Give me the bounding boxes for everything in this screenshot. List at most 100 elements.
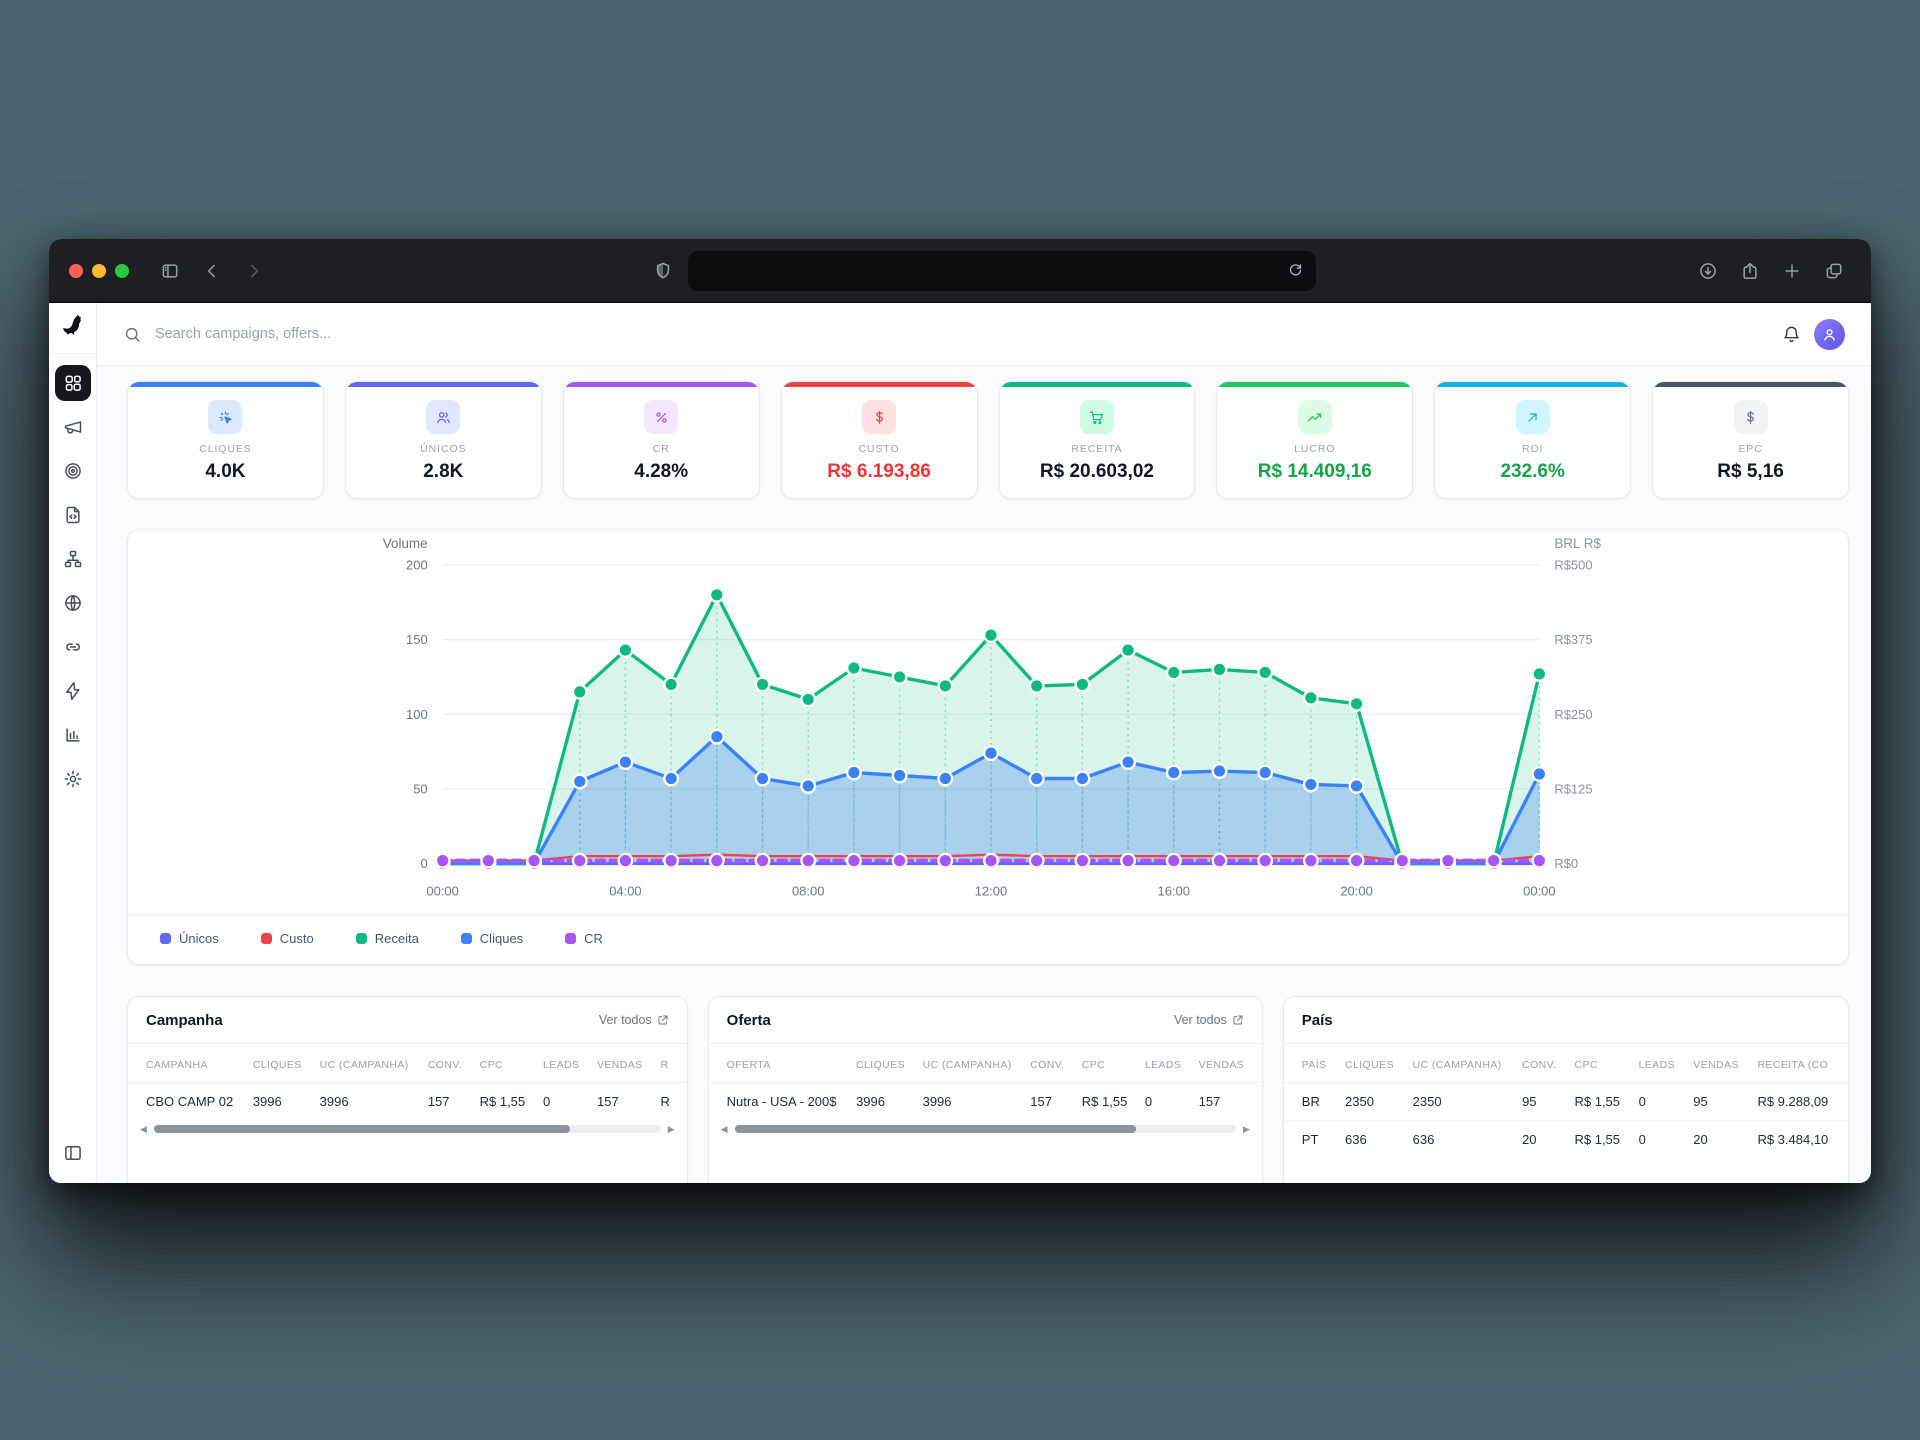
legend-item-cliques[interactable]: Cliques [460,931,523,946]
sidebar-item-target-icon[interactable] [55,453,91,489]
shield-icon[interactable] [646,254,680,288]
scroll-right-icon[interactable]: ▶ [1242,1123,1250,1134]
table-row[interactable]: Nutra - USA - 200$ 3996 3996 157 R$ 1,55 0 157 [708,1081,1262,1120]
column-header: R [660,1058,669,1071]
svg-text:50: 50 [413,781,427,796]
scrollbar-thumb[interactable] [153,1125,570,1134]
column-header: CLIQUES [1345,1058,1394,1071]
sidebar-item-link-icon[interactable] [55,629,91,665]
table-card-campanha: Campanha Ver todos CAMPANHA CLIQUES UC (CAMP… [127,995,688,1183]
table-row[interactable]: CBO CAMP 02 3996 3996 157 R$ 1,55 0 157 R [128,1081,687,1120]
table-scroll-area: CAMPANHA CLIQUES UC (CAMPANHA) CONV. CPC LEAD… [128,1044,687,1120]
share-icon[interactable] [1733,254,1767,288]
kpi-value: 4.28% [634,461,689,482]
column-header: CONV. [427,1058,463,1071]
kpi-accent-bar [345,382,541,387]
minimize-window-button[interactable] [92,263,106,278]
table-cell: 636 [1345,1119,1413,1158]
ver-todos-link[interactable]: Ver todos [599,1013,669,1027]
table-cell: BR [1283,1081,1345,1121]
column-header: CPC [1081,1058,1106,1071]
table-scroll-area: OFERTA CLIQUES UC (CAMPANHA) CONV. CPC LEADS V… [708,1044,1262,1120]
arrow-up-right-icon [1515,400,1550,434]
scrollbar-track[interactable] [153,1125,661,1134]
kpi-card-lucro: LUCRO R$ 14.409,16 [1216,381,1414,499]
traffic-chart: 0 R$0 50 R$125 100 R$250 150 R$375 200 R$500 Volum… [383,536,1602,899]
search-input[interactable] [155,326,1769,342]
table-cell: 2350 [1412,1081,1523,1121]
scroll-left-icon[interactable]: ◀ [140,1123,147,1134]
kpi-label: CLIQUES [199,443,252,455]
legend-swatch [160,932,171,944]
legend-swatch [565,932,577,944]
table-cell: R$ 1,55 [479,1081,543,1120]
kpi-value: R$ 5,16 [1717,461,1784,482]
table-row[interactable]: BR 2350 2350 95 R$ 1,55 0 95 R$ 9.288,09 [1283,1081,1848,1121]
svg-text:150: 150 [406,632,428,647]
column-header: VENDAS [1198,1058,1245,1071]
table-cell: 157 [427,1081,480,1120]
sidebar-item-sitemap-icon[interactable] [55,541,91,577]
chart-legend: Únicos Custo Receita Cliques CR [128,913,1848,964]
scroll-left-icon[interactable]: ◀ [720,1123,728,1134]
sidebar-item-megaphone-icon[interactable] [55,409,91,445]
forward-icon[interactable] [237,254,271,288]
sidebar [49,303,97,1183]
sidebar-toggle-icon[interactable] [153,254,187,288]
svg-text:20:00: 20:00 [1340,884,1372,899]
column-header: CONV. [1522,1058,1557,1071]
legend-swatch [355,932,367,944]
collapse-sidebar-icon[interactable] [55,1135,91,1171]
column-header: UC (CAMPANHA) [319,1058,409,1071]
table-row[interactable]: PT 636 636 20 R$ 1,55 0 20 R$ 3.484,10 [1283,1119,1848,1158]
table-cell: 157 [1198,1081,1262,1120]
tabs-overview-icon[interactable] [1817,254,1851,288]
sidebar-item-file-code-icon[interactable] [55,497,91,533]
table-cell: PT [1283,1119,1345,1158]
sidebar-item-bar-chart-icon[interactable] [55,717,91,753]
sidebar-item-zap-icon[interactable] [55,673,91,709]
avatar[interactable] [1814,318,1845,350]
column-header: CPC [1574,1058,1598,1071]
kpi-value: R$ 6.193,86 [827,461,931,482]
svg-text:08:00: 08:00 [792,884,824,899]
sidebar-item-gear-icon[interactable] [55,761,91,797]
reload-icon[interactable] [1287,262,1304,279]
address-bar[interactable] [688,250,1316,291]
svg-text:R$250: R$250 [1554,707,1592,722]
svg-text:00:00: 00:00 [1523,884,1555,899]
scrollbar-thumb[interactable] [734,1125,1136,1134]
sidebar-item-dashboard-icon[interactable] [54,365,91,401]
close-window-button[interactable] [69,263,83,278]
back-icon[interactable] [195,254,229,288]
browser-chrome [49,239,1871,303]
bell-icon[interactable] [1782,325,1801,344]
kpi-label: CUSTO [858,443,900,455]
column-header: VENDAS [1693,1058,1739,1071]
table-cell: 157 [597,1081,661,1120]
legend-label: Custo [279,930,314,946]
svg-text:00:00: 00:00 [426,884,458,899]
table-cell: R$ 3.484,10 [1757,1119,1848,1158]
table-cell: R$ 1,55 [1081,1081,1145,1120]
legend-item-custo[interactable]: Custo [260,930,314,946]
table-header: País [1283,997,1848,1044]
ver-todos-link[interactable]: Ver todos [1174,1013,1244,1027]
column-header: VENDAS [597,1058,643,1071]
legend-item-receita[interactable]: Receita [355,931,419,946]
scrollbar-track[interactable] [734,1125,1236,1134]
column-header: UC (CAMPANHA) [1412,1058,1502,1071]
legend-item-unicos[interactable]: Únicos [160,931,219,946]
horizontal-scrollbar[interactable]: ◀ ▶ [709,1120,1262,1135]
kpi-accent-bar [1653,382,1848,387]
trend-up-icon [1297,400,1332,434]
scroll-right-icon[interactable]: ▶ [667,1123,675,1134]
horizontal-scrollbar[interactable]: ◀ ▶ [128,1120,687,1135]
downloads-icon[interactable] [1691,254,1725,288]
zoom-window-button[interactable] [115,263,129,278]
dashboard-content: CLIQUES 4.0K ÚNICOS 2.8K CR 4.28% CUSTO R$ 6.19… [97,366,1871,1183]
new-tab-icon[interactable] [1775,254,1809,288]
sidebar-item-globe-icon[interactable] [55,585,91,621]
kpi-row: CLIQUES 4.0K ÚNICOS 2.8K CR 4.28% CUSTO R$ 6.19… [127,381,1849,499]
legend-item-cr[interactable]: CR [565,931,603,946]
